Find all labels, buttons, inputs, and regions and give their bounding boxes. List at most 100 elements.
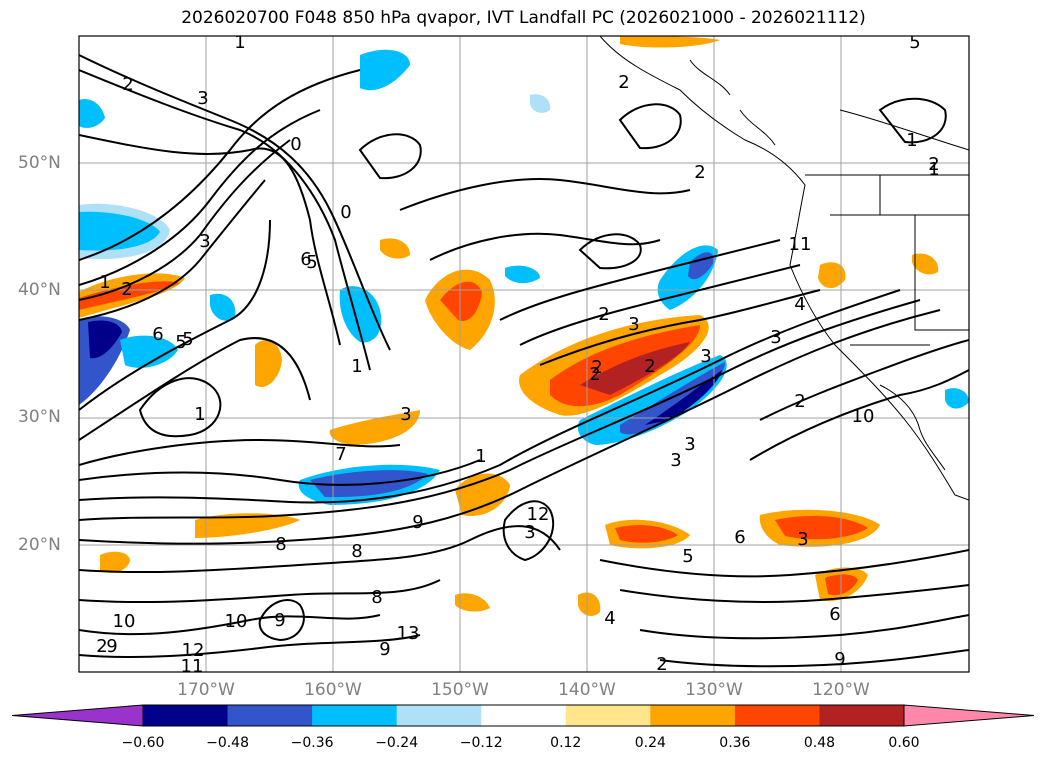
lat-label-30n: 30°N (18, 407, 61, 427)
positive-anomaly-patch (615, 525, 678, 543)
positive-anomaly-patch (912, 253, 939, 275)
contour-label: 1 (351, 356, 362, 377)
colorbar-bin (481, 705, 567, 726)
contour-label: 3 (684, 434, 695, 455)
positive-anomaly-patch (329, 410, 420, 445)
contour-label: 5 (306, 252, 317, 273)
contour-label: 2 (589, 364, 600, 385)
lon-label-150w: 150°W (431, 680, 489, 700)
contour-label: 5 (682, 546, 693, 567)
colorbar-bin (396, 705, 482, 726)
contour-label: 3 (400, 404, 411, 425)
contour-label: 1 (99, 272, 110, 293)
contour-label: 10 (113, 611, 136, 632)
lon-label-160w: 160°W (304, 680, 362, 700)
contour-label: 2 (644, 356, 655, 377)
contour-label: 6 (300, 249, 311, 270)
contour-label: 3 (628, 314, 639, 335)
negative-anomaly-patch (360, 49, 410, 91)
contour-label: 11 (789, 234, 812, 255)
negative-anomaly-patch (339, 286, 382, 343)
contour-label: 2 (96, 636, 107, 657)
colorbar-tick-label: −0.48 (206, 735, 249, 751)
positive-anomaly-patch (455, 593, 490, 612)
contour-lines (79, 54, 969, 668)
contour-label: 3 (199, 231, 210, 252)
colorbar-bin (143, 705, 229, 726)
negative-anomaly-patch (945, 388, 969, 409)
contour-label: 2 (794, 391, 805, 412)
positive-anomaly-patch (255, 340, 282, 388)
figure-title: 2026020700 F048 850 hPa qvapor, IVT Land… (181, 8, 866, 28)
contour-label: 2 (928, 154, 939, 175)
contour-label: 9 (412, 512, 423, 533)
negative-anomaly-patch (210, 293, 236, 321)
contour-label: 2 (618, 72, 629, 93)
contour-label: 4 (604, 608, 615, 629)
coastlines (599, 36, 969, 501)
contour-label: 8 (351, 541, 362, 562)
negative-anomaly-patch (120, 335, 178, 368)
contour-label: 3 (700, 346, 711, 367)
contour-label: 4 (794, 294, 805, 315)
contour-label: 8 (275, 534, 286, 555)
colorbar-tick-label: −0.36 (290, 735, 334, 751)
contour-label: 13 (397, 623, 420, 644)
lon-label-140w: 140°W (558, 680, 616, 700)
contour-label: 1 (475, 446, 486, 467)
contour-label: 3 (197, 88, 208, 109)
shading-layer (79, 36, 969, 616)
contour-label: 3 (770, 327, 781, 348)
positive-anomaly-patch (775, 515, 868, 540)
colorbar-tick-label: −0.60 (121, 735, 165, 751)
contour-label: 2 (598, 304, 609, 325)
map-frame (78, 35, 970, 673)
lat-label-50n: 50°N (18, 153, 61, 173)
contour-label: 8 (371, 587, 382, 608)
contour-label: 0 (290, 134, 301, 155)
positive-anomaly-patch (620, 36, 720, 48)
graticule (79, 36, 969, 672)
contour-label: 6 (829, 604, 840, 625)
contour-label: 2 (694, 162, 705, 183)
positive-anomaly-patch (380, 238, 410, 259)
contour-label: 3 (524, 522, 535, 543)
colorbar-tick-label: 0.48 (803, 735, 836, 751)
contour-label: 10 (852, 406, 875, 427)
colorbar-bin (650, 705, 736, 726)
contour-label: 9 (834, 649, 845, 670)
contour-label: 2 (591, 357, 602, 378)
positive-anomaly-patch (818, 262, 846, 289)
contour-label: 1 (928, 159, 939, 180)
contour-label: 6 (734, 527, 745, 548)
negative-anomaly-patch (88, 320, 122, 359)
negative-anomaly-patch (79, 98, 105, 128)
colorbar-bin (565, 705, 651, 726)
colorbar-tick-label: 0.60 (888, 735, 920, 751)
contour-label: 6 (152, 324, 163, 345)
contour-label: 5 (175, 332, 186, 353)
colorbar-bin (734, 705, 820, 726)
contour-label: 11 (181, 656, 204, 677)
contour-label: 5 (182, 329, 193, 350)
colorbar (11, 704, 1035, 727)
contour-label: 9 (379, 639, 390, 660)
contour-label: 2 (656, 654, 667, 675)
colorbar-bin (227, 705, 313, 726)
lon-label-130w: 130°W (685, 680, 743, 700)
colorbar-extend-low (11, 704, 144, 727)
lon-label-170w: 170°W (177, 680, 235, 700)
contour-label: 2 (121, 279, 132, 300)
colorbar-tick-label: 0.12 (550, 735, 582, 751)
positive-anomaly-patch (580, 342, 690, 395)
contour-label: 1 (906, 130, 917, 151)
contour-label: 1 (194, 404, 205, 425)
positive-anomaly-patch (440, 281, 482, 321)
negative-anomaly-patch (530, 94, 551, 113)
contour-label: 10 (225, 611, 248, 632)
positive-anomaly-patch (79, 281, 180, 310)
colorbar-bin (819, 705, 905, 726)
lat-label-20n: 20°N (18, 535, 61, 555)
colorbar-extend-high (903, 704, 1035, 727)
